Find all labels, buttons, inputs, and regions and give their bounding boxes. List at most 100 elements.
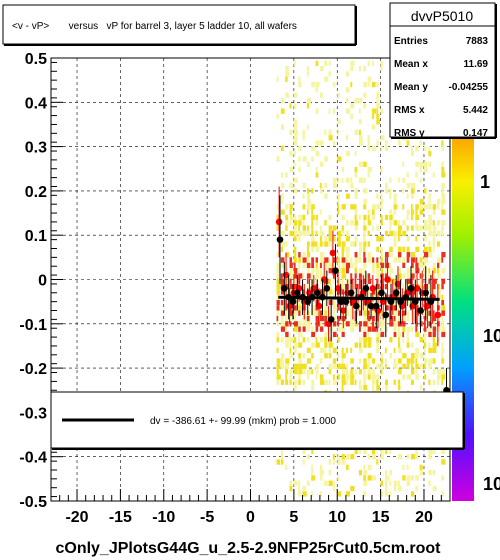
heatmap-cell — [419, 140, 422, 146]
heatmap-cell — [380, 480, 384, 486]
heatmap-cell — [285, 172, 288, 178]
heatmap-cell — [306, 204, 311, 210]
heatmap-cell — [367, 315, 371, 322]
heatmap-cell — [441, 230, 444, 237]
heatmap-cell — [332, 289, 336, 295]
heatmap-cell — [393, 299, 396, 306]
heatmap-cell — [345, 379, 349, 385]
heatmap-cell — [345, 220, 349, 226]
heatmap-cell — [350, 60, 355, 66]
heatmap-cell — [384, 379, 389, 385]
heatmap-cell — [328, 230, 333, 237]
heatmap-cell — [384, 230, 389, 237]
heatmap-cell — [337, 92, 340, 98]
heatmap-cell — [306, 283, 311, 290]
heatmap-cell — [319, 140, 324, 146]
heatmap-cell — [306, 315, 310, 322]
heatmap-cell — [328, 347, 332, 354]
heatmap-cell — [319, 161, 324, 167]
heatmap-cell — [367, 337, 372, 343]
heatmap-cell — [402, 353, 407, 359]
heatmap-cell — [441, 459, 446, 465]
heatmap-cell — [419, 177, 422, 183]
heatmap-cell — [332, 262, 336, 268]
heatmap-cell — [328, 469, 332, 476]
heatmap-cell — [363, 315, 368, 322]
heatmap-cell — [423, 342, 427, 348]
heatmap-cell — [410, 204, 413, 210]
heatmap-cell — [419, 353, 424, 359]
heatmap-cell — [337, 278, 341, 284]
heatmap-cell — [363, 65, 366, 72]
heatmap-cell — [280, 241, 285, 247]
heatmap-cell — [436, 379, 439, 385]
heatmap-cell — [285, 305, 288, 311]
heatmap-cell — [354, 209, 358, 215]
data-point — [323, 285, 331, 292]
heatmap-cell — [415, 353, 419, 359]
data-point — [369, 285, 377, 292]
heatmap-cell — [332, 480, 335, 486]
heatmap-cell — [406, 246, 410, 253]
heatmap-cell — [306, 368, 311, 375]
y-tick-label: 0 — [38, 273, 47, 290]
heatmap-cell — [393, 209, 396, 215]
heatmap-cell — [410, 193, 414, 199]
heatmap-cell — [384, 188, 389, 194]
heatmap-cell — [302, 459, 305, 465]
heatmap-cell — [306, 71, 309, 77]
fit-legend-text: dv = -386.61 +- 99.99 (mkm) prob = 1.000 — [150, 416, 336, 427]
heatmap-cell — [402, 188, 405, 194]
data-point — [327, 316, 335, 323]
heatmap-cell — [293, 347, 297, 354]
heatmap-cell — [289, 353, 294, 359]
heatmap-cell — [397, 485, 402, 492]
heatmap-cell — [436, 294, 442, 300]
heatmap-cell — [397, 220, 400, 226]
heatmap-cell — [354, 241, 357, 247]
heatmap-cell — [302, 321, 307, 327]
heatmap-cell — [306, 188, 310, 194]
heatmap-cell — [432, 172, 435, 178]
heatmap-cell — [389, 321, 394, 327]
heatmap-cell — [341, 379, 346, 385]
heatmap-cell — [358, 347, 363, 354]
heatmap-cell — [276, 289, 280, 295]
heatmap-cell — [332, 315, 337, 322]
heatmap-cell — [432, 485, 437, 492]
heatmap-cell — [302, 262, 307, 268]
heatmap-cell — [276, 252, 280, 258]
heatmap-cell — [358, 257, 362, 263]
heatmap-cell — [289, 347, 292, 354]
heatmap-cell — [319, 310, 323, 316]
heatmap-cell — [441, 204, 444, 210]
heatmap-cell — [428, 214, 433, 221]
heatmap-cell — [311, 305, 316, 311]
heatmap-cell — [280, 448, 283, 455]
heatmap-cell — [428, 321, 431, 327]
heatmap-cell — [337, 204, 340, 210]
heatmap-cell — [371, 448, 376, 455]
heatmap-cell — [350, 347, 353, 354]
heatmap-cell — [324, 342, 328, 348]
heatmap-cell — [376, 236, 381, 242]
y-tick-label: 0.3 — [25, 140, 47, 157]
heatmap-cell — [302, 485, 306, 492]
heatmap-cell — [319, 379, 325, 385]
heatmap-cell — [306, 241, 310, 247]
heatmap-cell — [354, 220, 359, 226]
heatmap-cell — [350, 113, 354, 120]
heatmap-cell — [428, 204, 432, 210]
x-tick-label: -20 — [65, 509, 88, 526]
heatmap-cell — [354, 225, 359, 231]
heatmap-cell — [389, 230, 394, 237]
heatmap-cell — [328, 225, 333, 231]
heatmap-cell — [302, 182, 306, 189]
heatmap-cell — [276, 368, 279, 375]
heatmap-cell — [324, 289, 327, 295]
heatmap-cell — [337, 257, 340, 263]
heatmap-cell — [367, 220, 372, 226]
heatmap-cell — [293, 278, 298, 284]
heatmap-cell — [441, 220, 446, 226]
heatmap-cell — [389, 480, 392, 486]
